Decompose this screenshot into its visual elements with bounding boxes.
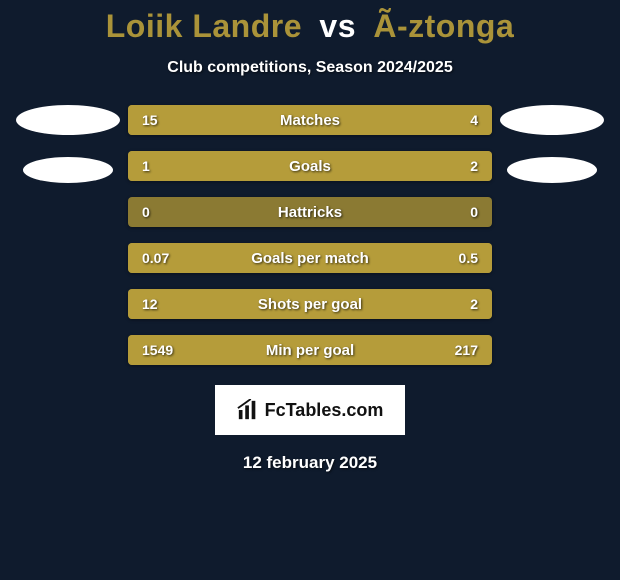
stat-left-value: 12: [128, 296, 188, 312]
right-oval-2: [507, 157, 597, 183]
stat-bar: 1Goals2: [128, 151, 492, 181]
stat-label: Matches: [188, 112, 432, 129]
stat-left-value: 1: [128, 158, 188, 174]
vs-label: vs: [319, 8, 356, 44]
player2-name: Ã-ztonga: [373, 8, 514, 44]
stat-right-value: 4: [432, 112, 492, 128]
stat-bar: 0.07Goals per match0.5: [128, 243, 492, 273]
footer: FcTables.com 12 february 2025: [0, 385, 620, 473]
stat-right-value: 2: [432, 296, 492, 312]
stat-right-value: 217: [432, 342, 492, 358]
stat-label: Goals per match: [188, 250, 432, 267]
stat-bar: 15Matches4: [128, 105, 492, 135]
left-oval-1: [16, 105, 120, 135]
stat-label: Goals: [188, 158, 432, 175]
stat-bar: 0Hattricks0: [128, 197, 492, 227]
stat-bars: 15Matches41Goals20Hattricks00.07Goals pe…: [128, 105, 492, 365]
right-side-ovals: [492, 105, 612, 365]
left-side-ovals: [8, 105, 128, 365]
stat-left-value: 15: [128, 112, 188, 128]
stat-right-value: 0.5: [432, 250, 492, 266]
subtitle: Club competitions, Season 2024/2025: [0, 59, 620, 77]
stat-left-value: 0.07: [128, 250, 188, 266]
stat-left-value: 1549: [128, 342, 188, 358]
stat-label: Shots per goal: [188, 296, 432, 313]
stat-right-value: 0: [432, 204, 492, 220]
player1-name: Loiik Landre: [106, 8, 302, 44]
right-oval-1: [500, 105, 604, 135]
comparison-title: Loiik Landre vs Ã-ztonga: [0, 0, 620, 45]
stat-label: Min per goal: [188, 342, 432, 359]
source-badge: FcTables.com: [215, 385, 406, 435]
stat-bar: 1549Min per goal217: [128, 335, 492, 365]
left-oval-2: [23, 157, 113, 183]
stat-left-value: 0: [128, 204, 188, 220]
badge-text: FcTables.com: [265, 400, 384, 421]
comparison-content: 15Matches41Goals20Hattricks00.07Goals pe…: [0, 105, 620, 365]
stat-bar: 12Shots per goal2: [128, 289, 492, 319]
date-label: 12 february 2025: [243, 453, 377, 473]
stat-label: Hattricks: [188, 204, 432, 221]
chart-icon: [237, 399, 259, 421]
stat-right-value: 2: [432, 158, 492, 174]
